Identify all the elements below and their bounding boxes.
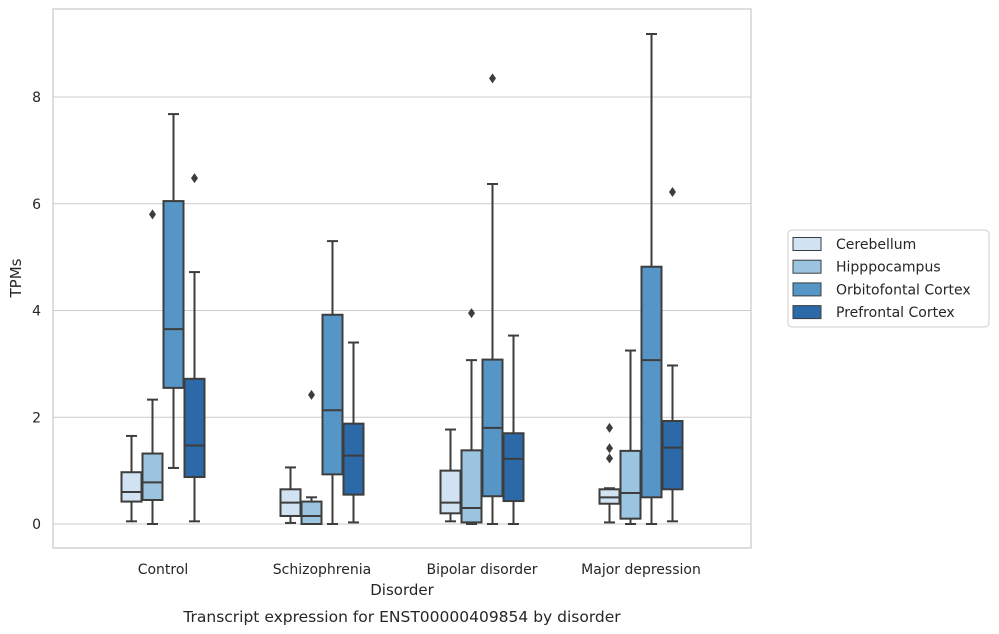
box-3-1: [342, 341, 365, 524]
outlier-point: [606, 422, 613, 433]
box-body: [661, 419, 684, 491]
y-tick-label: 8: [32, 90, 41, 106]
box-2-3: [640, 33, 663, 525]
y-tick-label: 0: [32, 517, 41, 533]
outlier-point: [489, 73, 496, 84]
box-2-0: [162, 113, 185, 469]
box-body: [619, 449, 642, 520]
box-1-1: [300, 389, 323, 525]
legend: Cerebellum Hipppocampus Orbitofontal Corte…: [787, 229, 990, 328]
box-body: [120, 471, 143, 503]
legend-entry-label: Prefrontal Cortex: [836, 305, 955, 321]
y-axis-label: TPMs: [7, 258, 25, 298]
box-0-1: [279, 466, 302, 524]
box-1-2: [460, 308, 483, 525]
box-body: [439, 469, 462, 515]
box-1-3: [619, 349, 642, 525]
box-body: [321, 313, 344, 476]
y-tick-label: 6: [32, 197, 41, 213]
box-0-3: [598, 422, 621, 524]
box-body: [141, 452, 164, 501]
x-tick-label: Bipolar disorder: [426, 562, 537, 578]
box-body: [300, 500, 323, 525]
outlier-point: [191, 173, 198, 184]
outlier-point: [468, 308, 475, 319]
x-tick-label: Schizophrenia: [273, 562, 371, 578]
y-tick-labels: 0 2 4 6 8: [32, 90, 41, 533]
legend-entry-label: Hipppocampus: [836, 260, 941, 276]
legend-swatch: [792, 259, 822, 274]
box-3-2: [502, 334, 525, 525]
legend-swatch: [792, 237, 822, 251]
outlier-point: [149, 209, 156, 220]
x-tick-labels: Control Schizophrenia Bipolar disorder Majo…: [138, 562, 701, 578]
outlier-point: [308, 389, 315, 400]
legend-entry-label: Cerebellum: [836, 237, 916, 253]
box-body: [502, 432, 525, 503]
legend-swatch: [792, 282, 822, 297]
y-tick-label: 4: [32, 304, 41, 320]
plot-frame: [52, 8, 752, 549]
box-body: [460, 449, 483, 524]
box-3-3: [661, 187, 684, 523]
box-body: [640, 265, 663, 499]
x-axis-label: Disorder: [370, 581, 434, 599]
box-0-0: [120, 434, 143, 523]
outlier-point: [669, 187, 676, 198]
box-body: [342, 422, 365, 496]
legend-swatch: [792, 305, 822, 320]
box-3-0: [183, 173, 206, 523]
box-2-1: [321, 240, 344, 525]
y-tick-label: 2: [32, 410, 41, 426]
box-groups: [120, 33, 684, 525]
box-1-0: [141, 209, 164, 525]
box-0-2: [439, 428, 462, 523]
x-tick-label: Control: [138, 562, 189, 578]
outlier-point: [606, 443, 613, 454]
box-2-2: [481, 73, 504, 525]
box-body: [162, 200, 185, 389]
chart-caption: Transcript expression for ENST0000040985…: [182, 608, 621, 626]
legend-frame: [787, 229, 990, 328]
box-body: [183, 377, 206, 479]
legend-entry-label: Orbitofontal Cortex: [836, 282, 971, 298]
x-tick-label: Major depression: [581, 562, 701, 578]
outlier-point: [606, 453, 613, 464]
